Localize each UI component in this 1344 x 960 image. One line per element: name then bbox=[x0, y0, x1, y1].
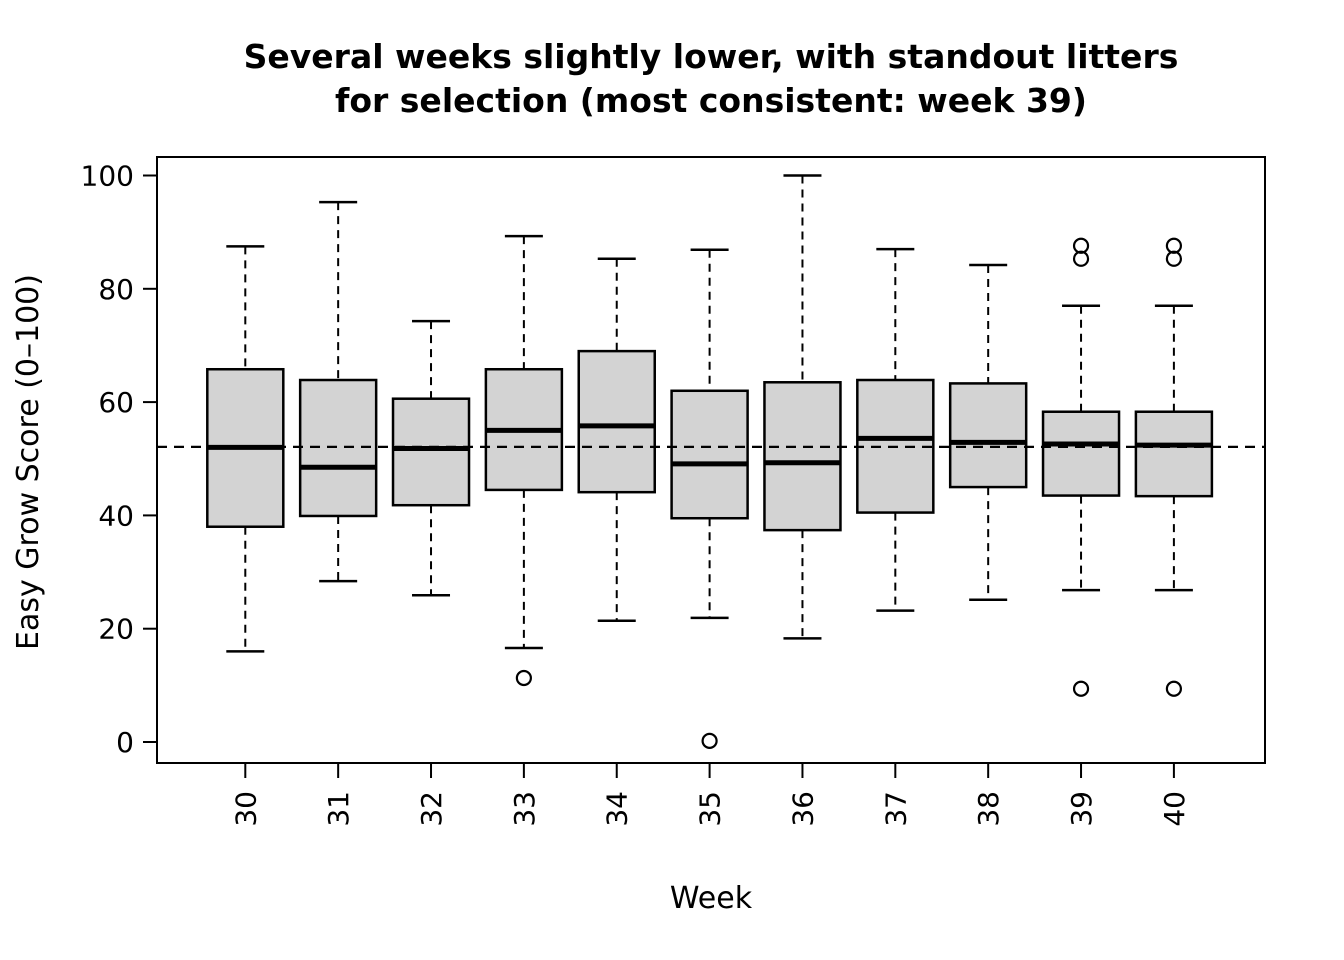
boxplot-week-35-iqr-box bbox=[670, 389, 749, 520]
outlier-week-35-0 bbox=[701, 732, 718, 749]
x-tick-label-39: 39 bbox=[1065, 791, 1098, 827]
outlier-week-39-0 bbox=[1072, 237, 1090, 254]
x-tick-label-32: 32 bbox=[415, 791, 448, 827]
x-tick-label-36: 36 bbox=[786, 791, 819, 827]
y-tick-label-20: 20 bbox=[98, 613, 134, 646]
outlier-week-40-1 bbox=[1165, 250, 1183, 267]
x-tick-label-37: 37 bbox=[879, 791, 912, 827]
outlier-week-39-1 bbox=[1072, 250, 1090, 267]
boxplot-week-39-iqr-box bbox=[1041, 410, 1121, 497]
boxplot-week-34-iqr-box bbox=[577, 349, 656, 494]
plot-frame bbox=[156, 156, 1266, 764]
x-tick-label-33: 33 bbox=[508, 791, 541, 827]
y-tick-label-40: 40 bbox=[98, 499, 134, 532]
chart-title-line2: for selection (most consistent: week 39) bbox=[335, 81, 1087, 120]
x-tick-label-38: 38 bbox=[972, 791, 1005, 827]
boxplot-week-36-iqr-box bbox=[763, 381, 842, 532]
boxplot-week-40-iqr-box bbox=[1134, 410, 1214, 498]
plot-area: 0 20 40 60 80 100 30 31 32 33 34 35 36 37 38 39 40 bbox=[81, 156, 1266, 827]
y-tick-label-80: 80 bbox=[98, 273, 134, 306]
outlier-week-40-0 bbox=[1165, 237, 1183, 254]
boxplot-week-32-iqr-box bbox=[391, 397, 471, 507]
x-tick-label-34: 34 bbox=[601, 791, 634, 827]
outlier-week-40-2 bbox=[1165, 680, 1183, 697]
y-tick-label-0: 0 bbox=[116, 726, 134, 759]
outlier-week-33-0 bbox=[515, 669, 532, 687]
x-axis-title: Week bbox=[670, 881, 753, 916]
y-tick-label-60: 60 bbox=[98, 386, 134, 419]
chart-title-line1: Several weeks slightly lower, with stand… bbox=[244, 37, 1179, 76]
x-tick-label-30: 30 bbox=[229, 791, 262, 827]
outlier-week-39-2 bbox=[1072, 680, 1090, 697]
y-tick-label-100: 100 bbox=[81, 160, 134, 193]
boxplot-week-31-iqr-box bbox=[298, 378, 378, 518]
y-axis-title: Easy Grow Score (0–100) bbox=[11, 274, 46, 650]
x-tick-label-40: 40 bbox=[1158, 791, 1191, 827]
x-tick-label-35: 35 bbox=[694, 791, 727, 827]
x-tick-label-31: 31 bbox=[322, 791, 355, 827]
boxplot-week-38-iqr-box bbox=[948, 382, 1028, 489]
